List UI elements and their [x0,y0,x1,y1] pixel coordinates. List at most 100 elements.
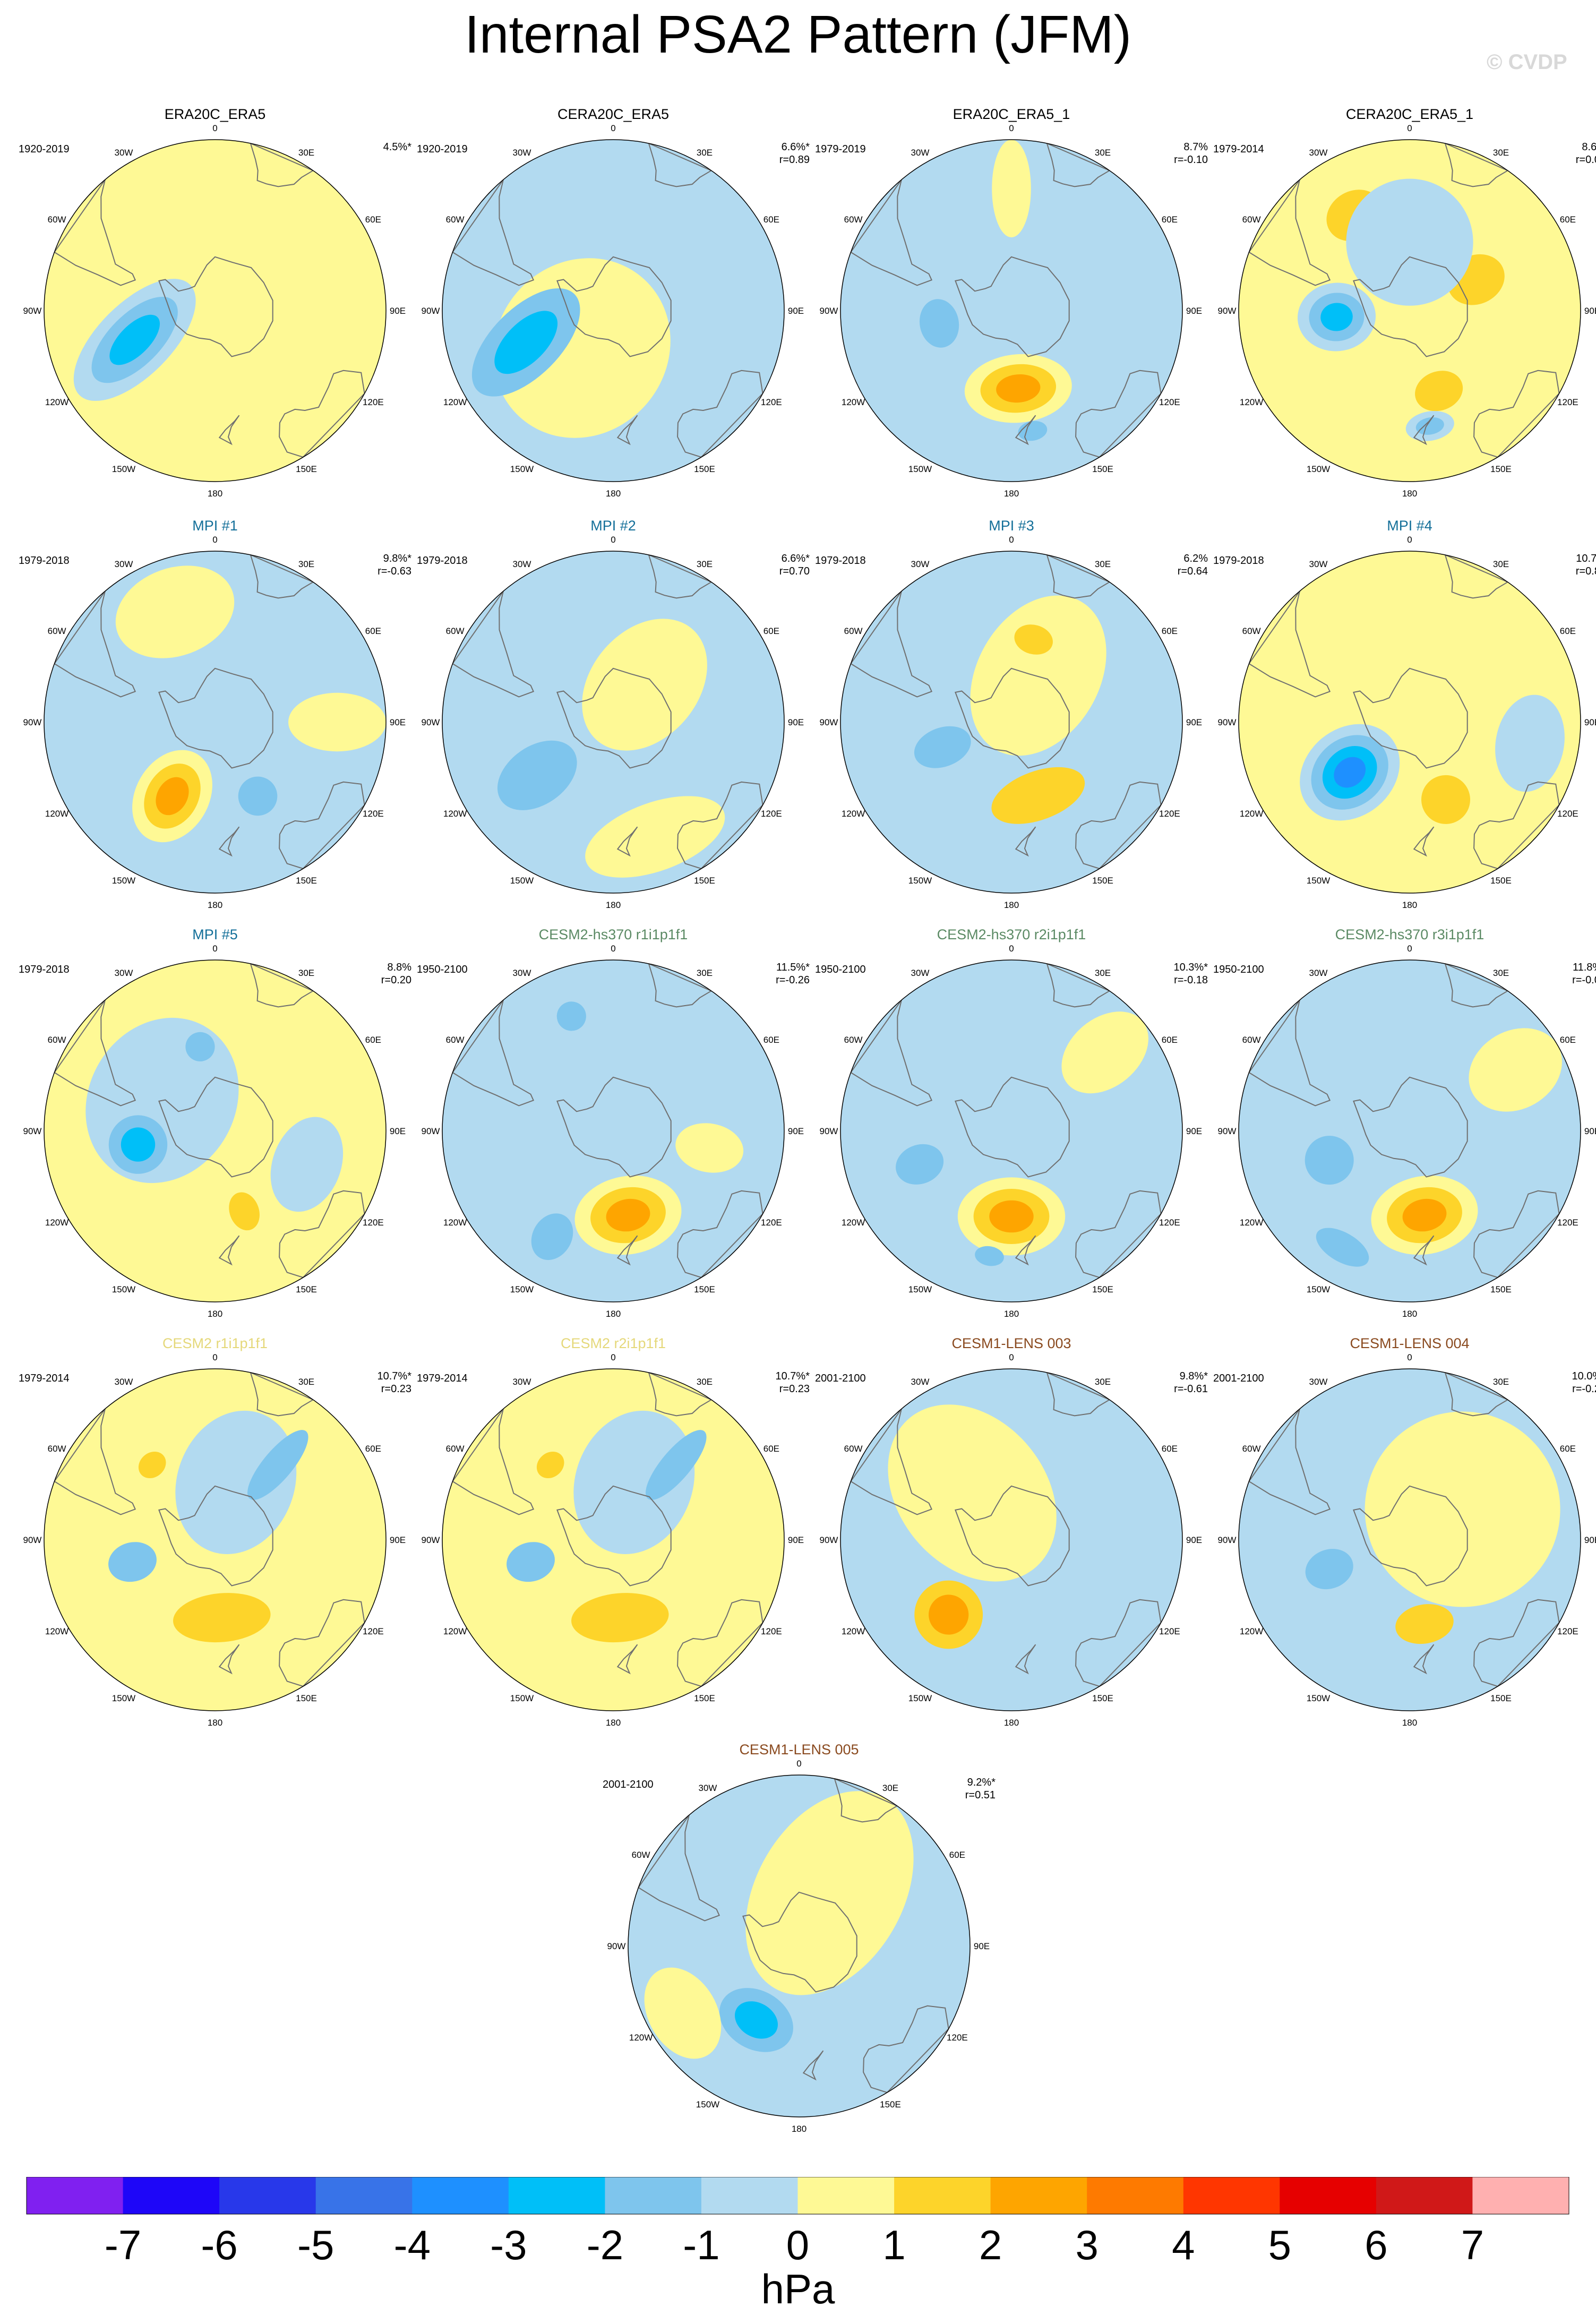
panel-variance: 10.0%*r=-0.20 [1572,1370,1596,1395]
map-rim [1238,959,1581,1302]
australia-coastline [1075,1190,1162,1279]
anomaly-contour [914,726,971,768]
longitude-label: 150E [296,1284,317,1294]
polar-map: 0 30E 60E 90E 120E 150E 180 150W 120W 90W 60W 30W [820,1352,1203,1728]
longitude-label: 150E [1490,1693,1512,1703]
longitude-label: 90W [1218,306,1237,316]
variance-value: 10.7% [1576,553,1596,564]
map-panel: CERA20C_ERA5 1920-2019 6.6%* r=0.89 0 30E 60E 9… [411,106,815,510]
map-rim [44,1368,387,1711]
variance-value: 6.2% [1183,553,1208,564]
pattern-correlation: r=0.23 [779,1383,810,1395]
longitude-label: 60W [48,215,66,225]
longitude-label: 0 [1009,1352,1014,1362]
colorbar-unit: hPa [761,2266,835,2312]
longitude-label: 30E [1095,148,1111,158]
panel-period: 1950-2100 [1213,964,1264,975]
anomaly-contour [996,374,1041,403]
variance-value: 8.7% [1183,141,1208,153]
longitude-label: 120W [842,1626,865,1636]
longitude-label: 60W [1242,1444,1261,1454]
longitude-label: 150E [1490,464,1512,474]
longitude-label: 60W [844,626,863,636]
anomaly-contour [1305,1549,1353,1590]
longitude-label: 60E [1560,1035,1576,1045]
longitude-label: 60W [1242,626,1261,636]
longitude-label: 0 [212,1352,217,1362]
anomaly-contour [991,767,1085,824]
variance-value: 9.8%* [1179,1370,1208,1382]
anomaly-contour [115,565,235,658]
new-zealand-coastline [1413,1235,1435,1266]
panel-period: 1950-2100 [417,964,468,975]
map-panel: CESM2-hs370 r3i1p1f1 1950-2100 11.8%*r=-0.… [1208,927,1596,1330]
map-rim [442,139,785,482]
south-america-coastline [53,590,136,698]
longitude-label: 120W [443,397,467,407]
colorbar-tick-label: -4 [394,2222,431,2268]
anomaly-contour [556,1001,586,1031]
longitude-label: 0 [1009,944,1014,954]
longitude-label: 30W [115,1377,133,1387]
anomaly-contour [675,1123,744,1173]
panel-period: 1979-2018 [815,555,866,567]
africa-coastline [1046,963,1111,1008]
longitude-label: 60W [844,215,863,225]
south-america-coastline [850,179,933,286]
map-panel: CESM1-LENS 004 2001-2100 10.0%*r=-0.20 0 30E… [1208,1335,1596,1739]
longitude-label: 120E [363,809,384,819]
antarctica-coastline [158,667,273,769]
colorbar-swatch [1087,2177,1184,2214]
map-rim [840,1368,1183,1711]
pattern-correlation: r=-0.26 [776,974,810,986]
longitude-label: 90E [1186,717,1202,727]
panel-title: CESM2 r2i1p1f1 [560,1335,666,1351]
anomaly-contour [745,1791,914,1995]
longitude-label: 90W [422,717,440,727]
longitude-label: 150W [112,1693,135,1703]
colorbar-tick-label: 2 [979,2222,1002,2268]
longitude-label: 90W [820,306,838,316]
south-america-coastline [1248,999,1331,1107]
panel-period: 2001-2100 [815,1373,866,1384]
south-america-coastline [637,1814,720,1922]
anomaly-contour [1402,1198,1447,1232]
australia-coastline [1075,1599,1162,1687]
longitude-label: 180 [1004,488,1019,499]
anomaly-contour [494,311,558,374]
longitude-label: 30E [298,148,314,158]
africa-coastline [1444,1371,1509,1417]
new-zealand-coastline [1015,826,1036,857]
pattern-correlation: r=-0.04 [1572,974,1596,986]
longitude-label: 90W [820,1535,838,1545]
colorbar-swatch [894,2177,991,2214]
longitude-label: 120E [947,2033,968,2043]
longitude-label: 120E [1159,1217,1180,1228]
longitude-label: 90E [390,717,406,727]
longitude-label: 30W [911,559,930,569]
longitude-label: 30E [298,1377,314,1387]
anomaly-contour [238,776,278,816]
antarctica-coastline [158,1485,273,1587]
africa-coastline [648,963,713,1008]
anomaly-contour [288,692,386,752]
variance-value: 10.3%* [1173,962,1208,973]
longitude-label: 120E [761,1626,782,1636]
longitude-label: 90E [1584,306,1596,316]
australia-coastline [677,781,763,870]
south-america-coastline [1248,179,1331,286]
longitude-label: 30E [1095,559,1111,569]
anomaly-contour [229,1192,260,1231]
longitude-label: 30E [1493,1377,1509,1387]
panel-period: 1920-2019 [417,143,468,155]
variance-value: 6.6%* [781,141,810,153]
longitude-label: 30W [115,559,133,569]
new-zealand-coastline [218,415,240,445]
map-panel: MPI #1 1979-2018 9.8%* r=-0.63 0 30E 60E 90E 120… [13,518,417,921]
map-rim [840,139,1183,482]
longitude-label: 30W [1309,559,1328,569]
longitude-label: 30E [298,968,314,978]
colorbar-swatch [1183,2177,1280,2214]
colorbar-swatch [1376,2177,1473,2214]
panel-title: MPI #4 [1387,518,1432,534]
